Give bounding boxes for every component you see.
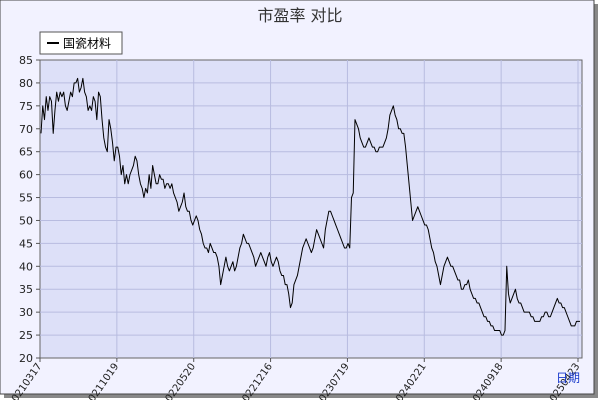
y-tick-label: 65 xyxy=(19,146,33,159)
y-axis-ticks: 20 25 30 35 40 45 50 55 60 65 70 75 80 85 xyxy=(19,54,40,365)
y-tick-label: 55 xyxy=(19,192,33,205)
y-tick-label: 20 xyxy=(19,352,33,365)
series-layer xyxy=(40,77,580,336)
y-tick-label: 85 xyxy=(19,54,33,67)
y-tick-label: 75 xyxy=(19,100,33,113)
y-tick-label: 30 xyxy=(19,306,33,319)
y-tick-label: 50 xyxy=(19,214,33,227)
y-tick-label: 25 xyxy=(19,329,33,342)
plot-area xyxy=(39,59,583,359)
y-tick-label: 60 xyxy=(19,169,33,182)
legend-box xyxy=(39,31,123,55)
y-tick-label: 70 xyxy=(19,123,33,136)
x-axis-label: 日期 xyxy=(556,371,580,385)
legend: 国瓷材料 xyxy=(39,31,123,55)
legend-label: 国瓷材料 xyxy=(63,37,111,51)
series-line xyxy=(40,77,580,336)
y-tick-label: 35 xyxy=(19,283,33,296)
y-tick-label: 45 xyxy=(19,237,33,250)
y-tick-label: 80 xyxy=(19,77,33,90)
y-tick-label: 40 xyxy=(19,260,33,273)
chart-title: 市盈率 对比 xyxy=(257,6,342,25)
grid-lines xyxy=(40,60,582,358)
